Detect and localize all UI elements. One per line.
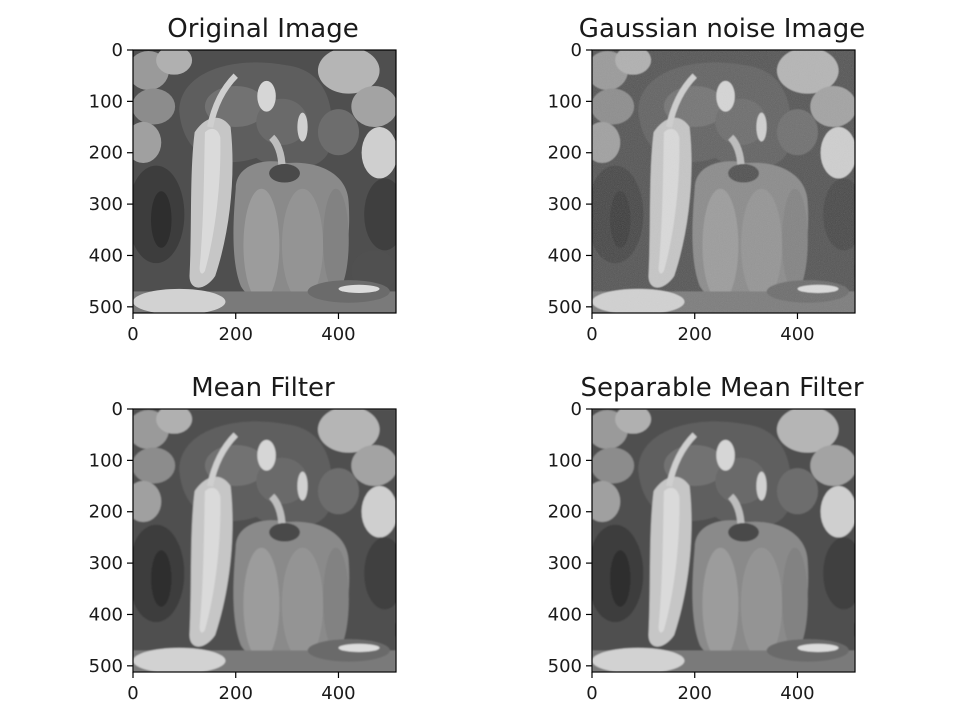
subplot-mean: Mean Filter [125, 373, 405, 674]
y-tick-label: 100 [89, 450, 123, 471]
y-tick-label: 0 [112, 40, 123, 61]
y-tick-label: 0 [571, 40, 582, 61]
y-tick-label: 300 [89, 553, 123, 574]
x-tick-label: 200 [219, 324, 253, 345]
y-tick-label: 300 [548, 194, 582, 215]
x-tick-label: 0 [127, 683, 138, 704]
x-tick-label: 0 [586, 683, 597, 704]
x-tick-label: 200 [678, 683, 712, 704]
y-tick-label: 200 [89, 502, 123, 523]
subplot-title: Mean Filter [191, 373, 335, 403]
y-tick-label: 300 [548, 553, 582, 574]
y-tick-label: 200 [89, 143, 123, 164]
y-tick-label: 300 [89, 194, 123, 215]
y-tick-label: 400 [89, 604, 123, 625]
x-tick-label: 400 [321, 683, 355, 704]
y-tick-label: 400 [548, 245, 582, 266]
y-tick-label: 100 [548, 450, 582, 471]
subplot-gaussian: Gaussian noise Image [579, 14, 865, 315]
subplot-original: Original Image [125, 14, 405, 315]
y-tick-label: 200 [548, 502, 582, 523]
subplot-title: Original Image [167, 14, 358, 44]
y-tick-label: 400 [548, 604, 582, 625]
y-tick-label: 500 [89, 656, 123, 677]
y-tick-label: 400 [89, 245, 123, 266]
x-tick-label: 400 [321, 324, 355, 345]
image-separable [584, 405, 864, 674]
y-tick-label: 0 [571, 399, 582, 420]
x-tick-label: 400 [780, 683, 814, 704]
y-tick-label: 500 [89, 297, 123, 318]
image-original [125, 46, 405, 315]
y-tick-label: 100 [89, 91, 123, 112]
subplot-title: Separable Mean Filter [580, 373, 863, 403]
y-tick-label: 100 [548, 91, 582, 112]
y-tick-label: 200 [548, 143, 582, 164]
subplot-title: Gaussian noise Image [579, 14, 865, 44]
y-tick-label: 500 [548, 297, 582, 318]
x-tick-label: 0 [586, 324, 597, 345]
x-tick-label: 0 [127, 324, 138, 345]
image-mean [125, 405, 405, 674]
x-tick-label: 200 [678, 324, 712, 345]
x-tick-label: 400 [780, 324, 814, 345]
y-tick-label: 500 [548, 656, 582, 677]
subplot-separable: Separable Mean Filter [580, 373, 864, 674]
image-gaussian [584, 46, 864, 315]
x-tick-label: 200 [219, 683, 253, 704]
y-tick-label: 0 [112, 399, 123, 420]
